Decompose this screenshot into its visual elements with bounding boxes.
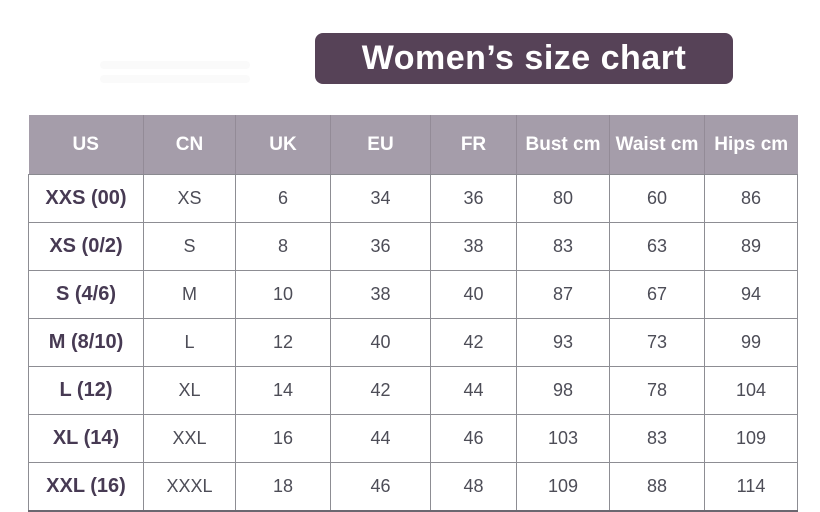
faint-watermark — [100, 55, 250, 95]
column-header-cn: CN — [143, 115, 236, 175]
size-value-cell: 14 — [235, 366, 331, 415]
table-row: XXS (00) XS 6 34 36 80 60 86 — [28, 174, 798, 223]
column-header-us: US — [28, 115, 144, 175]
column-header-eu: EU — [330, 115, 431, 175]
page-title: Women’s size chart — [361, 39, 687, 77]
size-value-cell: 6 — [235, 174, 331, 223]
table-row: XS (0/2) S 8 36 38 83 63 89 — [28, 222, 798, 271]
size-chart-table: US CN UK EU FR Bust cm Waist cm Hips cm … — [28, 115, 798, 512]
table-body: XXS (00) XS 6 34 36 80 60 86 XS (0/2) S 8 36 38 83 63 8… — [28, 174, 798, 512]
size-value-cell: 87 — [516, 270, 610, 319]
title-banner: Women’s size chart — [315, 33, 733, 84]
size-label-cell: L (12) — [28, 366, 144, 415]
size-value-cell: 18 — [235, 462, 331, 512]
size-value-cell: 78 — [609, 366, 705, 415]
column-header-uk: UK — [235, 115, 331, 175]
size-value-cell: 10 — [235, 270, 331, 319]
size-label-cell: S (4/6) — [28, 270, 144, 319]
size-value-cell: 16 — [235, 414, 331, 463]
size-value-cell: 88 — [609, 462, 705, 512]
size-value-cell: 89 — [704, 222, 798, 271]
size-value-cell: 109 — [516, 462, 610, 512]
size-value-cell: 80 — [516, 174, 610, 223]
size-value-cell: 44 — [330, 414, 431, 463]
table-header-row: US CN UK EU FR Bust cm Waist cm Hips cm — [28, 115, 798, 175]
size-value-cell: 38 — [430, 222, 517, 271]
size-value-cell: 63 — [609, 222, 705, 271]
size-value-cell: 103 — [516, 414, 610, 463]
size-value-cell: 8 — [235, 222, 331, 271]
size-value-cell: 48 — [430, 462, 517, 512]
size-label-cell: XL (14) — [28, 414, 144, 463]
size-value-cell: 83 — [609, 414, 705, 463]
size-value-cell: 67 — [609, 270, 705, 319]
size-value-cell: 46 — [330, 462, 431, 512]
size-value-cell: 12 — [235, 318, 331, 367]
column-header-bust: Bust cm — [516, 115, 610, 175]
table-row: L (12) XL 14 42 44 98 78 104 — [28, 366, 798, 415]
size-value-cell: 42 — [330, 366, 431, 415]
size-value-cell: 38 — [330, 270, 431, 319]
size-value-cell: 40 — [430, 270, 517, 319]
size-value-cell: 99 — [704, 318, 798, 367]
size-value-cell: 44 — [430, 366, 517, 415]
size-value-cell: XXXL — [143, 462, 236, 512]
table-row: M (8/10) L 12 40 42 93 73 99 — [28, 318, 798, 367]
size-label-cell: XXL (16) — [28, 462, 144, 512]
size-label-cell: XS (0/2) — [28, 222, 144, 271]
size-value-cell: 114 — [704, 462, 798, 512]
size-value-cell: 36 — [330, 222, 431, 271]
table-row: S (4/6) M 10 38 40 87 67 94 — [28, 270, 798, 319]
size-value-cell: 83 — [516, 222, 610, 271]
size-value-cell: 46 — [430, 414, 517, 463]
size-value-cell: 93 — [516, 318, 610, 367]
size-label-cell: M (8/10) — [28, 318, 144, 367]
size-value-cell: 109 — [704, 414, 798, 463]
size-value-cell: 34 — [330, 174, 431, 223]
column-header-hips: Hips cm — [704, 115, 798, 175]
size-value-cell: 36 — [430, 174, 517, 223]
size-value-cell: M — [143, 270, 236, 319]
size-value-cell: 42 — [430, 318, 517, 367]
size-value-cell: 104 — [704, 366, 798, 415]
size-value-cell: 86 — [704, 174, 798, 223]
column-header-fr: FR — [430, 115, 517, 175]
column-header-waist: Waist cm — [609, 115, 705, 175]
size-value-cell: L — [143, 318, 236, 367]
table-row: XL (14) XXL 16 44 46 103 83 109 — [28, 414, 798, 463]
size-value-cell: XXL — [143, 414, 236, 463]
size-value-cell: XS — [143, 174, 236, 223]
size-value-cell: 60 — [609, 174, 705, 223]
size-value-cell: 40 — [330, 318, 431, 367]
table-row: XXL (16) XXXL 18 46 48 109 88 114 — [28, 462, 798, 512]
size-value-cell: 94 — [704, 270, 798, 319]
size-value-cell: 98 — [516, 366, 610, 415]
size-value-cell: 73 — [609, 318, 705, 367]
size-value-cell: S — [143, 222, 236, 271]
size-value-cell: XL — [143, 366, 236, 415]
size-label-cell: XXS (00) — [28, 174, 144, 223]
